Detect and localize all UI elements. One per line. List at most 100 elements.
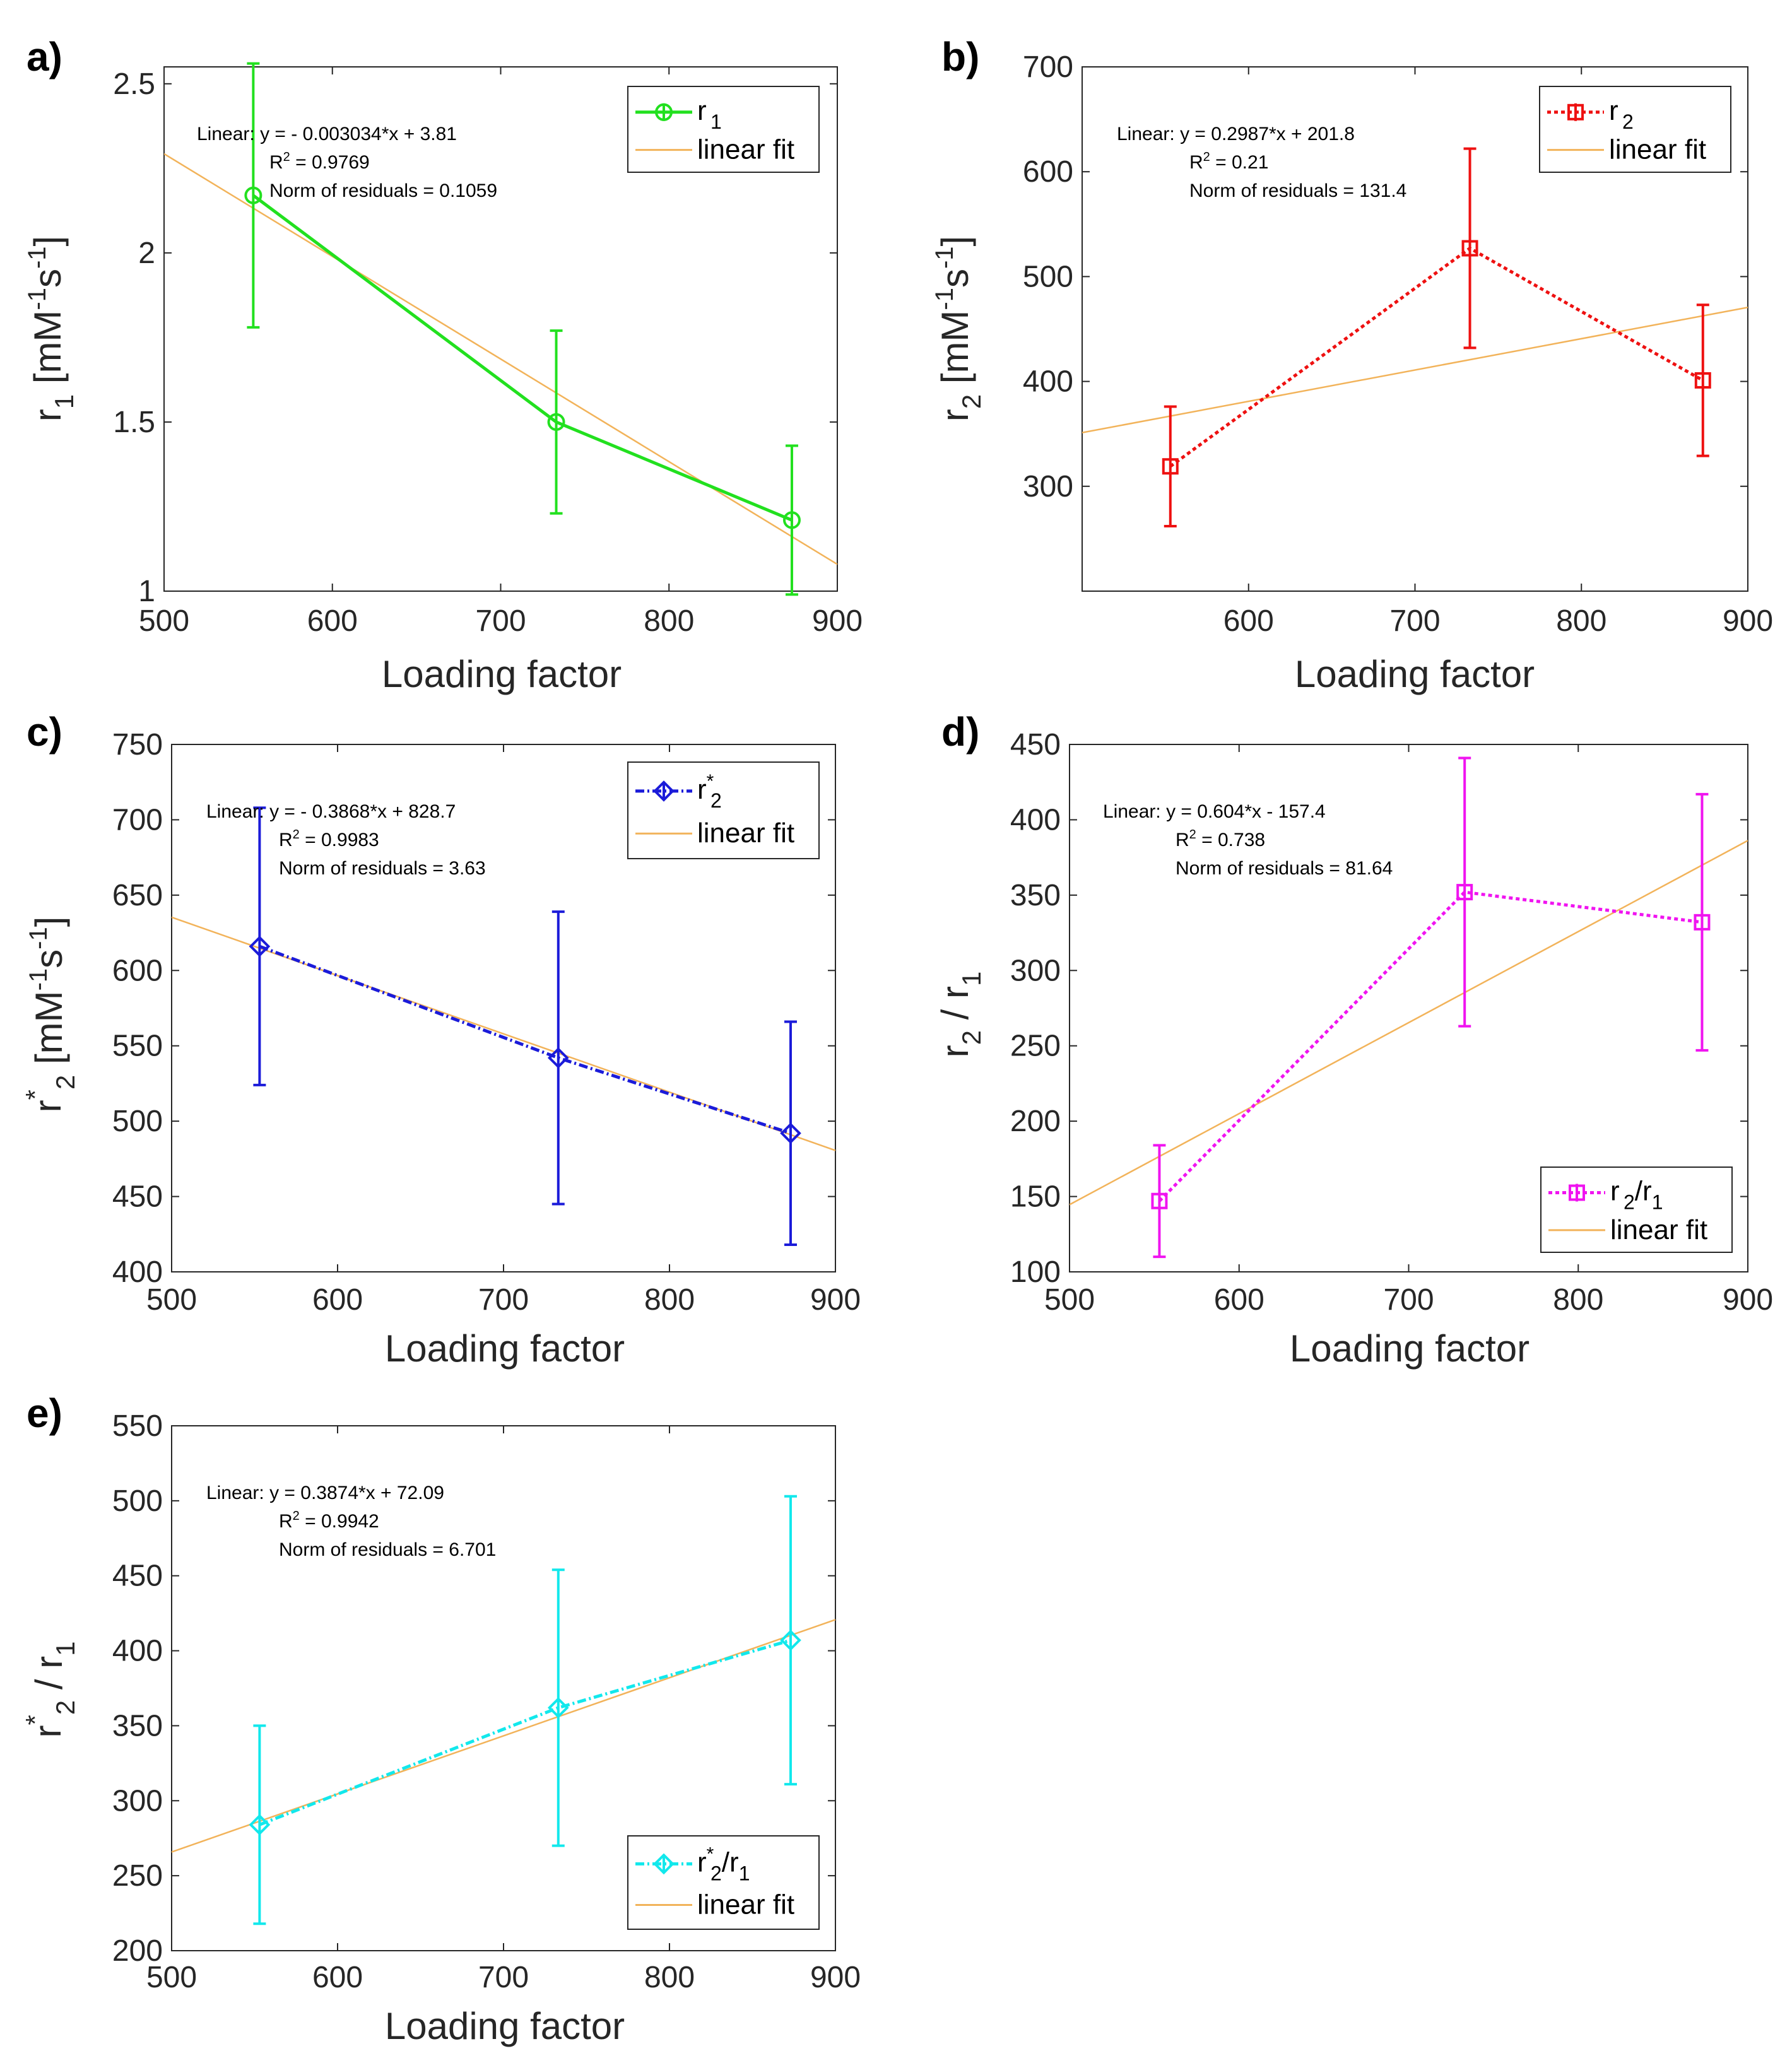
error-bar-a-0 (247, 62, 260, 329)
y-tick-label: 500 (112, 1484, 163, 1518)
y-tick-label: 650 (112, 879, 163, 912)
y-tick-label: 300 (1010, 954, 1061, 987)
data-point-e-0 (249, 1814, 271, 1836)
x-tick-label: 900 (1723, 1283, 1773, 1317)
panel-label-a: a) (27, 34, 62, 79)
fit-norm-a: Norm of residuals = 0.1059 (269, 180, 497, 201)
fit-r2-a: R2 = 0.9769 (269, 150, 370, 173)
panel-label-c: c) (27, 709, 62, 755)
x-tick-label: 600 (1214, 1283, 1264, 1317)
y-tick-label: 300 (112, 1784, 163, 1818)
x-tick-label: 700 (1383, 1283, 1434, 1317)
y-axis-label-d: r2 / r1 (934, 972, 986, 1058)
error-bar-b-1 (1463, 147, 1477, 350)
y-tick-label: 450 (1010, 728, 1061, 761)
legend-series-name: r (1609, 95, 1618, 126)
fit-equation-b: Linear: y = 0.2987*x + 201.8 (1117, 124, 1355, 144)
data-point-b-1 (1461, 240, 1478, 257)
x-tick-label: 900 (1723, 604, 1773, 638)
fit-equation-c: Linear: y = - 0.3868*x + 828.7 (206, 801, 456, 822)
legend-series-name: r (697, 95, 707, 126)
data-point-d-0 (1151, 1192, 1168, 1209)
y-tick-label: 700 (112, 803, 163, 837)
fit-r2-d: R2 = 0.738 (1176, 828, 1265, 850)
legend-series-mid: /r (1635, 1176, 1652, 1207)
legend-series-sup: * (707, 1843, 714, 1864)
x-tick-label: 900 (810, 1283, 861, 1317)
x-axis-label-b: Loading factor (1295, 653, 1535, 695)
legend-marker (1569, 1184, 1585, 1201)
fit-r2-b: R2 = 0.21 (1189, 150, 1268, 173)
x-tick-label: 800 (644, 1961, 695, 1994)
fit-norm-c: Norm of residuals = 3.63 (279, 858, 486, 879)
y-tick-label: 400 (1023, 365, 1073, 399)
x-tick-label: 800 (1556, 604, 1606, 638)
legend-series-label: r 2/r1 (1610, 1176, 1663, 1214)
fit-norm-d: Norm of residuals = 81.64 (1176, 858, 1393, 879)
legend-series-mid: /r (722, 1847, 739, 1878)
error-bar-c-0 (253, 806, 266, 1086)
x-axis-label-d: Loading factor (1290, 1327, 1530, 1370)
legend-series-label: r* 2/r1 (697, 1843, 750, 1884)
x-tick-label: 800 (644, 604, 694, 638)
legend-marker (655, 103, 673, 121)
panel-label-e: e) (27, 1390, 62, 1436)
panel-c: 500 600 700 800 900 400 450 500 550 600 650 700 750 r… (20, 709, 861, 1370)
panel-label-b: b) (941, 34, 979, 79)
legend-e: r* 2/r1 linear fit (627, 1835, 820, 1930)
x-tick-label: 600 (1223, 604, 1274, 638)
error-bar-b-0 (1164, 405, 1177, 527)
fit-norm-e: Norm of residuals = 6.701 (279, 1539, 496, 1560)
x-axis-label-e: Loading factor (385, 2005, 625, 2047)
y-tick-label: 350 (112, 1709, 163, 1742)
x-axis-label-c: Loading factor (385, 1327, 625, 1370)
legend-series-sup: * (707, 771, 714, 792)
x-tick-label: 900 (812, 604, 863, 638)
error-bar-a-1 (550, 329, 563, 515)
x-tick-label: 700 (475, 604, 526, 638)
y-tick-label: 250 (112, 1859, 163, 1893)
fit-equation-d: Linear: y = 0.604*x - 157.4 (1103, 801, 1326, 822)
legend-marker (1567, 103, 1584, 120)
fit-line-d (1070, 840, 1748, 1206)
x-tick-label: 500 (146, 1961, 197, 1994)
fit-r2-c: R2 = 0.9983 (279, 828, 379, 850)
legend-fit-label: linear fit (1610, 1214, 1707, 1245)
x-tick-label: 500 (1044, 1283, 1095, 1317)
y-tick-label: 600 (112, 954, 163, 987)
x-tick-label: 600 (307, 604, 358, 638)
y-tick-label: 200 (112, 1934, 163, 1968)
x-tick-label: 500 (139, 604, 189, 638)
legend-fit-label: linear fit (697, 1889, 794, 1920)
y-tick-label: 600 (1023, 155, 1073, 189)
error-bar-e-2 (784, 1495, 797, 1786)
y-tick-label: 2.5 (113, 68, 155, 101)
legend-series-name: r (697, 1847, 707, 1878)
data-point-e-2 (780, 1630, 801, 1651)
y-tick-label: 400 (1010, 803, 1061, 837)
legend-series-sub: 2 (710, 1862, 722, 1884)
data-point-d-2 (1694, 914, 1711, 931)
error-bar-c-2 (784, 1020, 797, 1247)
y-tick-label: 450 (112, 1180, 163, 1214)
fit-line-a (164, 153, 837, 565)
legend-series-name: r (1610, 1176, 1620, 1207)
y-axis-label-e: r*2 / r1 (20, 1641, 80, 1737)
y-axis-label-b: r2 [mM-1s-1] (931, 236, 986, 421)
x-tick-label: 800 (1553, 1283, 1603, 1317)
error-bar-e-0 (253, 1724, 266, 1925)
data-point-a-1 (547, 413, 565, 431)
fit-norm-b: Norm of residuals = 131.4 (1189, 180, 1406, 201)
legend-c: r* 2 linear fit (627, 761, 820, 859)
x-tick-label: 700 (1389, 604, 1440, 638)
data-point-e-1 (547, 1697, 569, 1719)
legend-series-label: r* 2 (697, 771, 722, 812)
error-bar-d-2 (1695, 792, 1709, 1052)
fit-r2-e: R2 = 0.9942 (279, 1509, 379, 1532)
legend-series-sub: 2 (710, 789, 722, 812)
